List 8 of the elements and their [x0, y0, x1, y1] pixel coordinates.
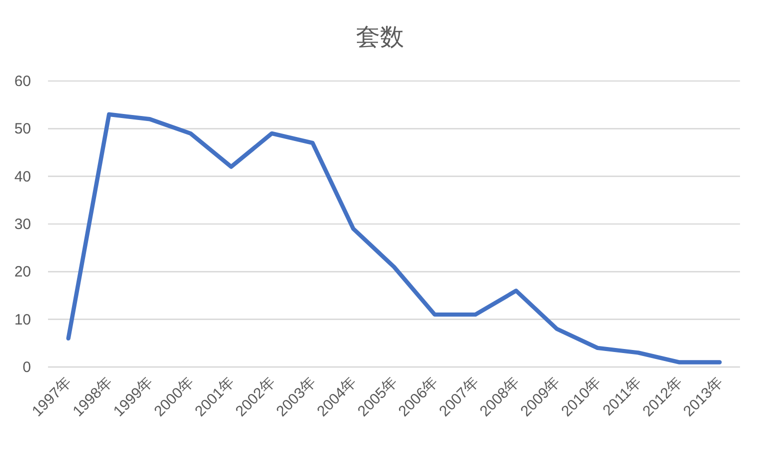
y-tick-label: 40 — [14, 168, 31, 186]
y-tick-label: 20 — [14, 264, 31, 281]
y-tick-label: 0 — [22, 359, 31, 376]
title: 套数 — [356, 24, 404, 51]
y-tick-label: 10 — [14, 311, 31, 328]
y-tick-label: 60 — [14, 73, 31, 90]
y-tick-label: 30 — [14, 216, 31, 233]
y-tick-label: 50 — [14, 120, 31, 138]
